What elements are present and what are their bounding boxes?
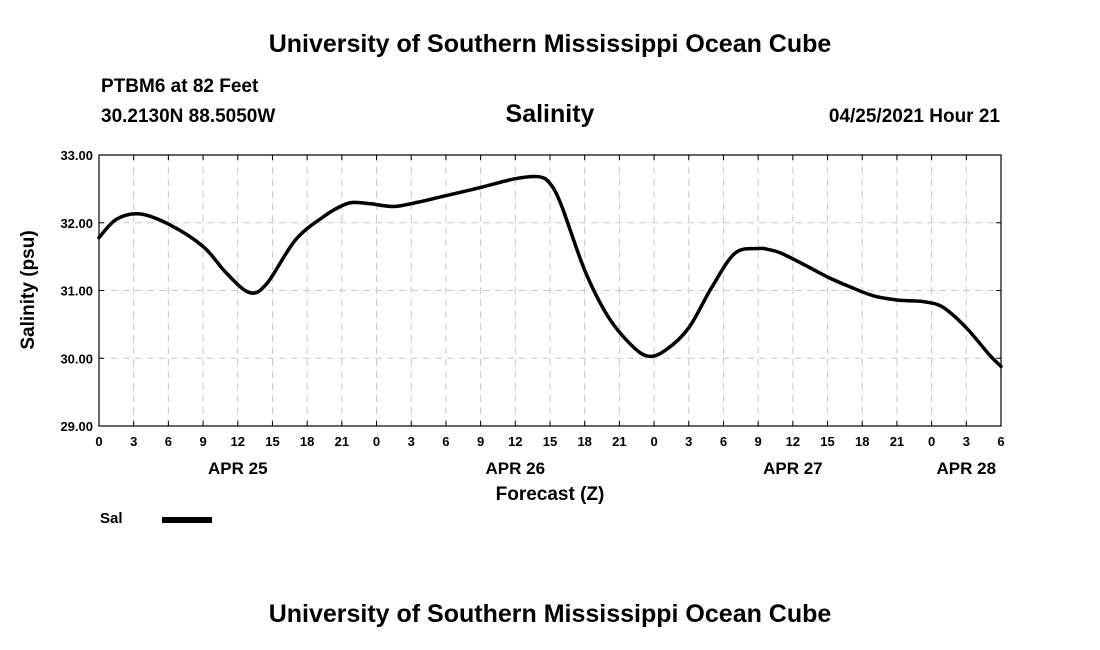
x-tick-label: 12 — [786, 434, 800, 449]
x-tick-label: 9 — [199, 434, 206, 449]
x-tick-label: 6 — [720, 434, 727, 449]
x-tick-label: 3 — [963, 434, 970, 449]
x-tick-label: 18 — [577, 434, 591, 449]
x-tick-label: 15 — [543, 434, 557, 449]
x-tick-label: 18 — [855, 434, 869, 449]
x-axis-label: Forecast (Z) — [496, 484, 605, 505]
x-tick-label: 3 — [685, 434, 692, 449]
date-label: APR 28 — [937, 459, 997, 478]
chart-footer-title: University of Southern Mississippi Ocean… — [268, 600, 832, 628]
x-tick-label: 21 — [612, 434, 626, 449]
y-axis-label: Salinity (psu) — [18, 230, 39, 349]
x-tick-label: 6 — [997, 434, 1004, 449]
station-coordinates: 30.2130N 88.5050W — [101, 106, 276, 127]
y-tick-label: 32.00 — [60, 216, 93, 231]
date-label: APR 27 — [763, 459, 823, 478]
y-tick-label: 33.00 — [60, 148, 93, 163]
x-tick-label: 3 — [408, 434, 415, 449]
station-label: PTBM6 at 82 Feet — [101, 76, 259, 97]
x-tick-label: 18 — [300, 434, 314, 449]
x-tick-label: 21 — [890, 434, 904, 449]
y-tick-label: 29.00 — [60, 419, 93, 434]
grid-lines — [99, 155, 1001, 426]
axis-ticks: 0 3 6 9 12 15 18 21 0 3 6 9 12 15 18 21 0 3 6 9 12 15 18 21 0 3 6 2… — [60, 148, 1004, 478]
x-tick-label: 6 — [165, 434, 172, 449]
x-tick-label: 15 — [820, 434, 834, 449]
x-tick-label: 0 — [928, 434, 935, 449]
x-tick-label: 0 — [95, 434, 102, 449]
date-label: APR 26 — [486, 459, 546, 478]
x-tick-label: 3 — [130, 434, 137, 449]
x-tick-label: 0 — [373, 434, 380, 449]
x-tick-label: 9 — [755, 434, 762, 449]
x-tick-label: 21 — [335, 434, 349, 449]
x-tick-label: 9 — [477, 434, 484, 449]
forecast-timestamp: 04/25/2021 Hour 21 — [828, 106, 1000, 127]
y-tick-label: 31.00 — [60, 284, 93, 299]
series-line-sal — [97, 174, 1003, 369]
x-tick-label: 0 — [650, 434, 657, 449]
legend-label: Sal — [100, 510, 123, 527]
date-label: APR 25 — [208, 459, 268, 478]
x-tick-label: 15 — [265, 434, 279, 449]
y-tick-label: 30.00 — [60, 351, 93, 366]
x-tick-label: 12 — [231, 434, 245, 449]
legend-swatch — [162, 517, 212, 523]
x-tick-label: 6 — [442, 434, 449, 449]
variable-title: Salinity — [505, 100, 595, 128]
x-tick-label: 12 — [508, 434, 522, 449]
chart-header-title: University of Southern Mississippi Ocean… — [268, 30, 832, 58]
